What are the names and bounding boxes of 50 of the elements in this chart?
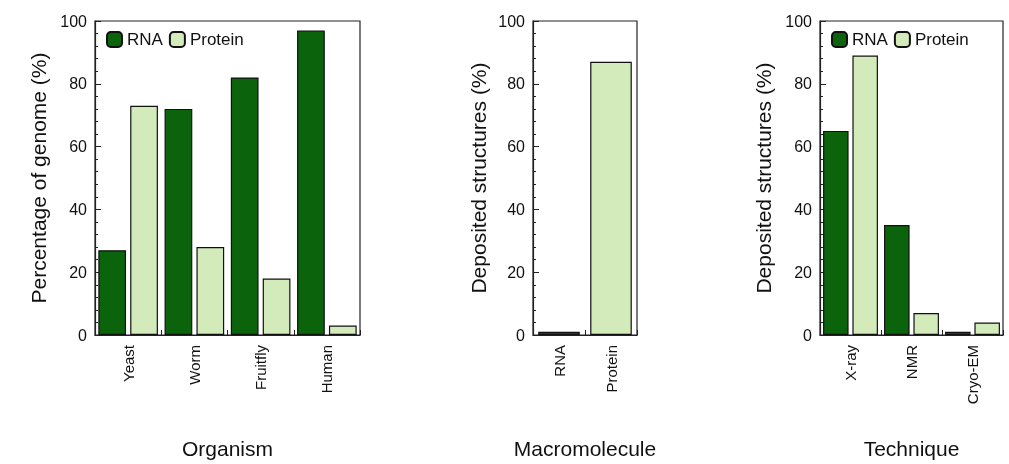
y-tick-label: 100 xyxy=(498,12,526,30)
x-tick-label: Cryo-EM xyxy=(964,345,981,405)
y-tick-label: 0 xyxy=(803,326,813,344)
bar xyxy=(823,130,849,335)
y-tick-label: 40 xyxy=(507,200,526,218)
y-tick-label: 40 xyxy=(69,200,88,218)
bar xyxy=(130,105,158,335)
x-tick-label: NMR xyxy=(903,344,920,380)
x-axis-title: Technique xyxy=(863,437,960,460)
y-tick-label: 20 xyxy=(794,263,813,281)
x-tick-label: Protein xyxy=(602,345,620,393)
bar xyxy=(974,322,1000,335)
y-tick-label: 40 xyxy=(794,200,813,218)
x-tick-label: Human xyxy=(318,345,336,394)
x-tick-label: Yeast xyxy=(119,344,137,382)
x-axis-title: Macromolecule xyxy=(513,437,657,460)
bar xyxy=(196,247,225,335)
x-axis-title: Organism xyxy=(181,437,274,460)
bar xyxy=(884,225,910,335)
y-axis-title: Percentage of genome (%) xyxy=(27,52,51,304)
x-tick-label: Worm xyxy=(185,345,203,385)
x-tick-label: X-ray xyxy=(842,344,859,381)
y-tick-label: 20 xyxy=(69,263,88,281)
legend-label: Protein xyxy=(189,30,244,49)
bar xyxy=(164,108,193,335)
bar xyxy=(913,313,939,335)
y-tick-label: 80 xyxy=(794,75,813,93)
bar xyxy=(297,30,325,335)
legend-label: RNA xyxy=(852,30,889,49)
bar xyxy=(230,77,259,335)
y-tick-label: 0 xyxy=(516,326,526,344)
y-tick-label: 60 xyxy=(794,138,813,156)
x-tick-label: RNA xyxy=(550,345,568,377)
bar xyxy=(328,325,357,335)
bar xyxy=(262,278,291,335)
bar xyxy=(98,250,127,335)
y-tick-label: 20 xyxy=(507,263,526,281)
y-tick-label: 0 xyxy=(78,326,88,344)
y-tick-label: 60 xyxy=(69,138,88,156)
legend-label: Protein xyxy=(914,30,969,49)
y-tick-label: 100 xyxy=(785,12,813,30)
y-axis-title: Deposited structures (%) xyxy=(467,62,490,294)
y-tick-label: 60 xyxy=(507,138,526,156)
legend-label: RNA xyxy=(127,30,164,49)
bar xyxy=(852,55,878,335)
x-tick-label: Fruitfly xyxy=(252,344,270,390)
y-tick-label: 80 xyxy=(507,75,526,93)
y-tick-label: 80 xyxy=(69,75,88,93)
y-axis-title: Deposited structures (%) xyxy=(752,62,776,294)
y-tick-label: 100 xyxy=(60,12,88,30)
